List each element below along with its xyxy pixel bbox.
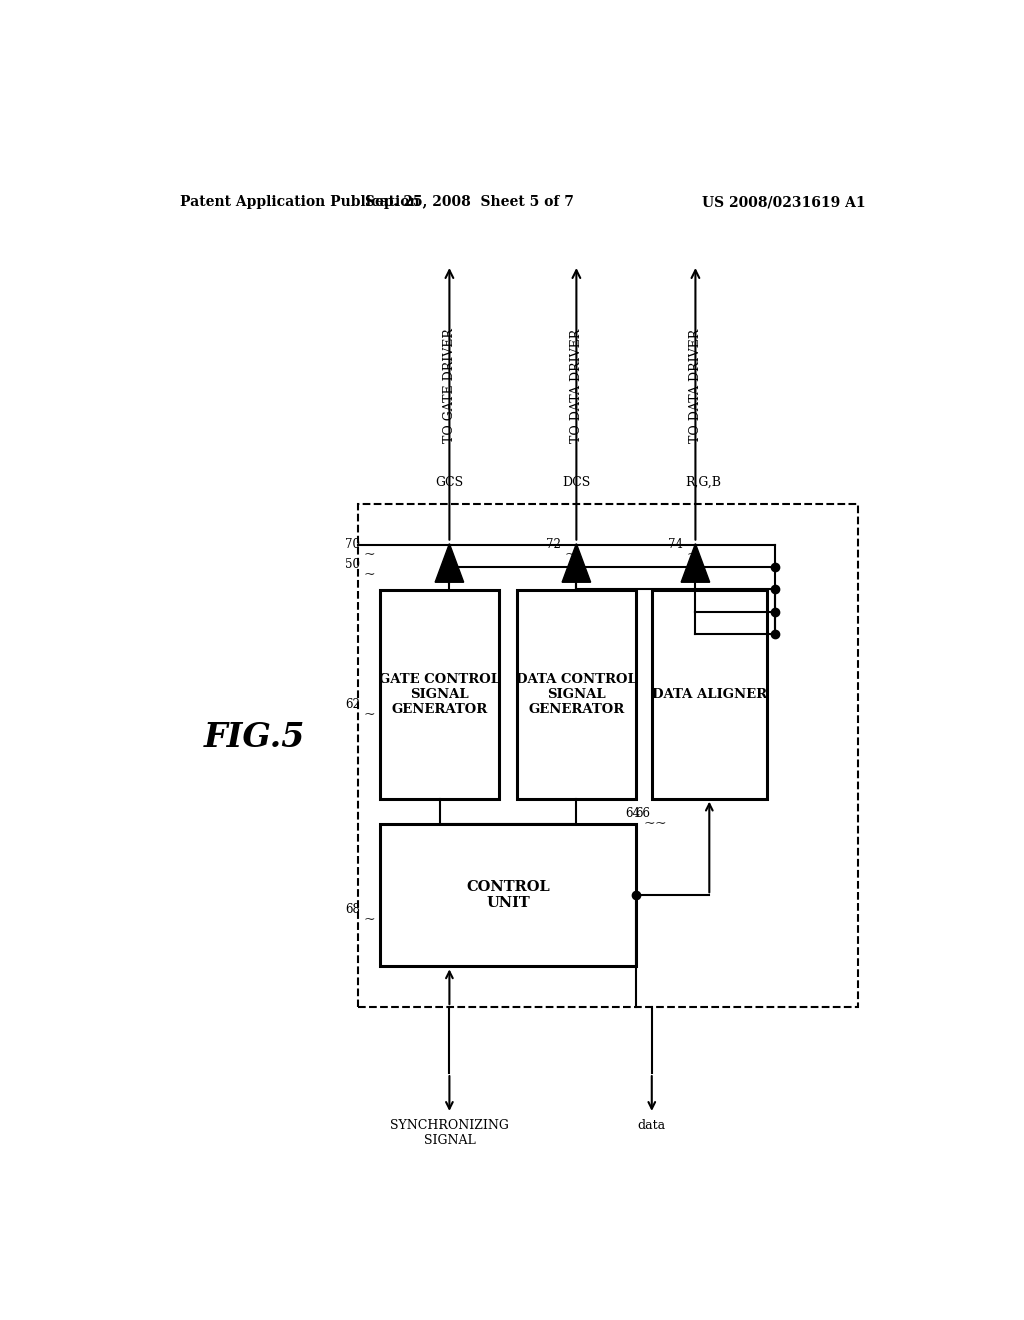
Text: ~: ~ [364,568,376,582]
Text: 70: 70 [345,539,359,552]
Text: FIG.5: FIG.5 [204,721,306,754]
Bar [517,590,636,799]
Text: data: data [638,1119,666,1131]
Text: DATA ALIGNER: DATA ALIGNER [651,688,767,701]
Polygon shape [681,544,710,582]
Text: ~: ~ [687,548,698,562]
Text: 68: 68 [345,903,359,916]
Text: 50: 50 [345,558,359,572]
Bar [380,824,636,966]
Text: GATE CONTROL
SIGNAL
GENERATOR: GATE CONTROL SIGNAL GENERATOR [379,673,501,715]
Text: TO DATA DRIVER: TO DATA DRIVER [689,329,701,444]
Text: ~: ~ [644,817,655,832]
Text: 72: 72 [546,539,560,552]
Text: 64: 64 [625,808,640,821]
Text: ~: ~ [564,548,577,562]
Text: DCS: DCS [562,475,591,488]
Text: R,G,B: R,G,B [685,475,721,488]
Bar [380,590,500,799]
Text: GCS: GCS [435,475,464,488]
Text: CONTROL
UNIT: CONTROL UNIT [466,880,550,911]
Text: SYNCHRONIZING
SIGNAL: SYNCHRONIZING SIGNAL [390,1119,509,1147]
Text: 62: 62 [345,698,359,711]
Text: TO DATA DRIVER: TO DATA DRIVER [570,329,583,444]
Text: 66: 66 [635,808,650,821]
Text: ~: ~ [654,817,666,832]
Polygon shape [435,544,464,582]
Text: Sep. 25, 2008  Sheet 5 of 7: Sep. 25, 2008 Sheet 5 of 7 [365,195,573,209]
Text: ~: ~ [364,912,376,927]
Text: DATA CONTROL
SIGNAL
GENERATOR: DATA CONTROL SIGNAL GENERATOR [516,673,637,715]
Bar [358,504,858,1007]
Text: Patent Application Publication: Patent Application Publication [179,195,419,209]
Bar [652,590,767,799]
Text: 74: 74 [668,539,683,552]
Text: ~: ~ [364,708,376,722]
Text: ~: ~ [364,548,376,562]
Text: US 2008/0231619 A1: US 2008/0231619 A1 [702,195,866,209]
Text: TO GATE DRIVER: TO GATE DRIVER [443,329,456,444]
Polygon shape [562,544,591,582]
